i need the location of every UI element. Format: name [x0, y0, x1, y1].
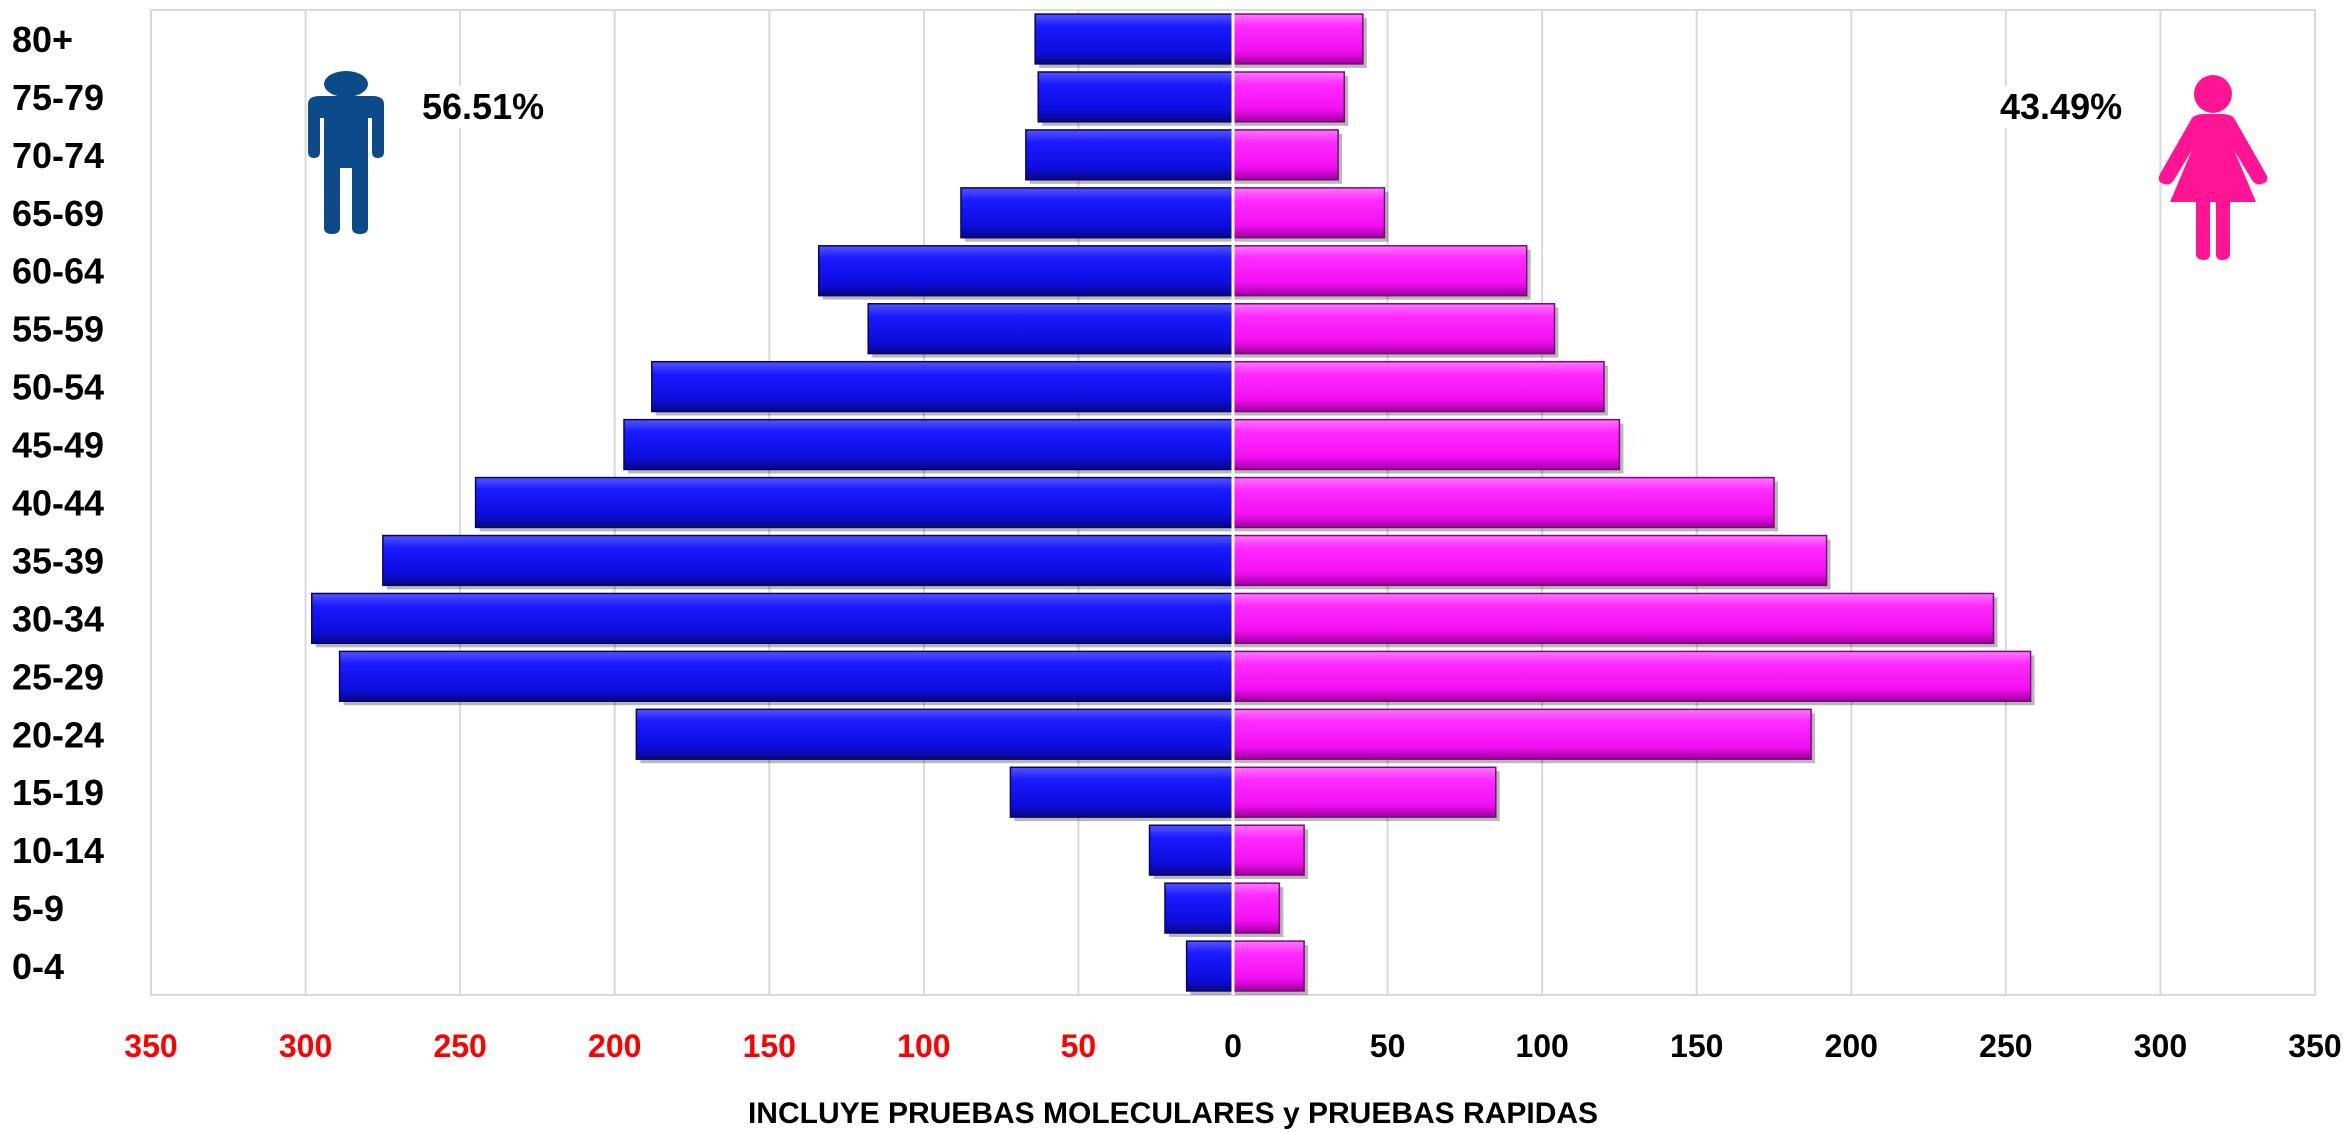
y-tick-label: 70-74 — [12, 135, 104, 176]
male-percentage: 56.51% — [416, 86, 551, 128]
x-tick-label: 250 — [1979, 1028, 2032, 1064]
y-tick-label: 15-19 — [12, 772, 104, 813]
bar-left-80+ — [1034, 13, 1234, 65]
bar-right-80+ — [1232, 13, 1364, 65]
bar-left-30-34 — [311, 592, 1234, 645]
y-tick-label: 10-14 — [12, 830, 104, 871]
bar-left-25-29 — [338, 650, 1234, 702]
bar-left-5-9 — [1164, 882, 1234, 934]
x-tick-label: 350 — [2288, 1028, 2341, 1064]
x-tick-label: 350 — [124, 1028, 177, 1064]
x-axis-title: INCLUYE PRUEBAS MOLECULARES y PRUEBAS RA… — [747, 1097, 1599, 1130]
bar-left-10-14 — [1148, 824, 1234, 876]
bar-right-40-44 — [1232, 476, 1775, 529]
y-tick-label: 40-44 — [12, 483, 104, 524]
male-figure-icon — [308, 71, 384, 234]
x-tick-label: 150 — [743, 1028, 796, 1064]
bar-left-0-4 — [1185, 940, 1234, 992]
bar-left-40-44 — [474, 476, 1234, 529]
bar-left-35-39 — [382, 534, 1234, 587]
bar-right-70-74 — [1232, 129, 1339, 181]
y-tick-label: 50-54 — [12, 367, 104, 408]
bar-left-70-74 — [1025, 129, 1234, 181]
x-tick-label: 200 — [588, 1028, 641, 1064]
x-tick-label: 100 — [1515, 1028, 1568, 1064]
bar-right-20-24 — [1232, 708, 1812, 760]
bar-right-5-9 — [1232, 882, 1281, 934]
x-tick-label: 300 — [279, 1028, 332, 1064]
female-percentage: 43.49% — [1994, 86, 2129, 128]
bar-right-45-49 — [1232, 418, 1621, 471]
x-tick-label: 250 — [433, 1028, 486, 1064]
x-tick-label: 100 — [897, 1028, 950, 1064]
y-tick-label: 80+ — [12, 19, 73, 60]
x-tick-labels: 350 300 250 200 150 100 50 0 50 100 150 200 250 300 35… — [124, 1028, 2341, 1064]
y-tick-label: 60-64 — [12, 251, 104, 292]
x-tick-label: 50 — [1370, 1028, 1406, 1064]
y-tick-label: 45-49 — [12, 425, 104, 466]
bar-right-60-64 — [1232, 245, 1528, 297]
bar-right-35-39 — [1232, 534, 1828, 587]
y-tick-label: 20-24 — [12, 714, 104, 755]
x-tick-label: 0 — [1224, 1028, 1242, 1064]
bar-left-55-59 — [867, 303, 1234, 355]
y-tick-label: 0-4 — [12, 946, 64, 987]
bar-right-10-14 — [1232, 824, 1305, 876]
bar-left-75-79 — [1037, 71, 1234, 123]
bar-left-15-19 — [1009, 766, 1234, 818]
bars — [311, 10, 2035, 995]
y-tick-label: 75-79 — [12, 77, 104, 118]
bar-right-25-29 — [1232, 650, 2032, 702]
y-tick-label: 55-59 — [12, 309, 104, 350]
y-tick-labels: 0-4 5-9 10-14 15-19 20-24 25-29 30-34 35-39 40-4… — [12, 19, 104, 987]
bar-right-15-19 — [1232, 766, 1497, 818]
y-tick-label: 30-34 — [12, 598, 104, 639]
y-tick-label: 25-29 — [12, 656, 104, 697]
bar-left-50-54 — [651, 360, 1234, 413]
x-tick-label: 150 — [1670, 1028, 1723, 1064]
bar-right-65-69 — [1232, 187, 1386, 239]
bar-left-60-64 — [817, 245, 1234, 297]
y-tick-label: 35-39 — [12, 540, 104, 581]
bar-left-65-69 — [960, 187, 1234, 239]
bar-left-45-49 — [623, 418, 1234, 471]
x-tick-label: 50 — [1061, 1028, 1097, 1064]
x-tick-label: 300 — [2134, 1028, 2187, 1064]
bar-right-55-59 — [1232, 303, 1556, 355]
y-tick-label: 5-9 — [12, 888, 64, 929]
bar-right-50-54 — [1232, 360, 1605, 413]
y-tick-label: 65-69 — [12, 193, 104, 234]
x-tick-label: 200 — [1825, 1028, 1878, 1064]
bar-left-20-24 — [635, 708, 1234, 760]
bar-right-0-4 — [1232, 940, 1305, 992]
bar-right-75-79 — [1232, 71, 1346, 123]
female-figure-icon — [2158, 75, 2268, 260]
bar-right-30-34 — [1232, 592, 1995, 645]
